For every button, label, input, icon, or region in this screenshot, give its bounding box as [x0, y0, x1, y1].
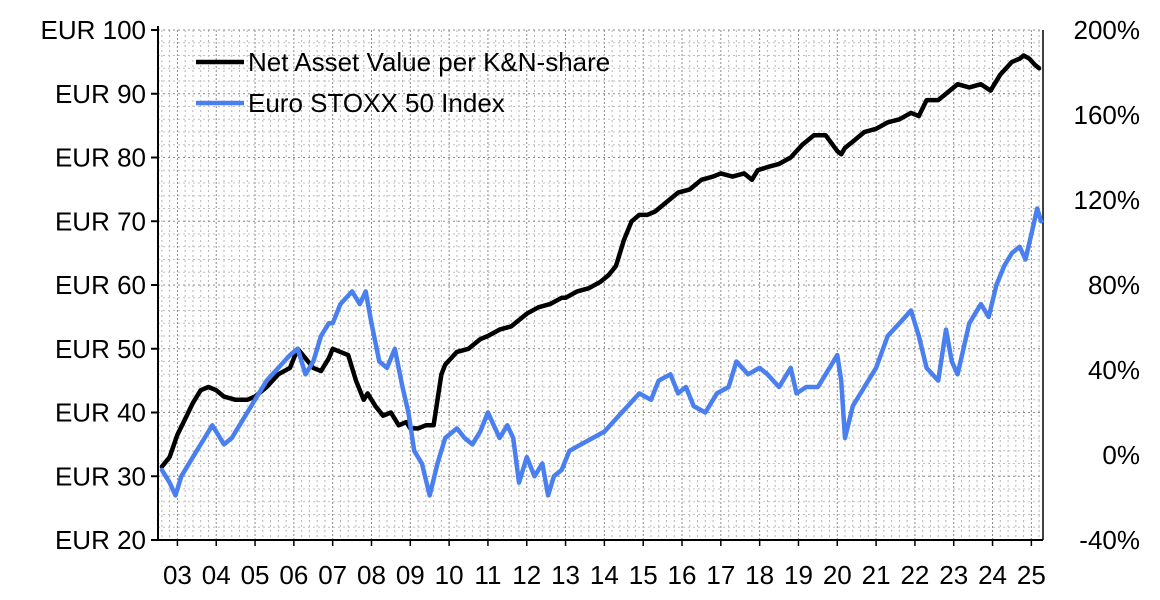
right-axis-tick-label: 40% [1088, 355, 1140, 385]
x-axis-tick-label: 13 [551, 560, 580, 590]
x-axis-tick-label: 09 [396, 560, 425, 590]
x-axis-tick-label: 25 [1017, 560, 1046, 590]
left-axis-tick-label: EUR 30 [55, 461, 146, 491]
left-axis-tick-label: EUR 70 [55, 206, 146, 236]
right-axis-tick-label: 0% [1102, 440, 1140, 470]
x-axis-tick-label: 15 [629, 560, 658, 590]
x-axis-tick-label: 03 [163, 560, 192, 590]
series [159, 53, 1044, 498]
x-axis-tick-label: 10 [435, 560, 464, 590]
left-axis-tick-label: EUR 90 [55, 79, 146, 109]
legend: Net Asset Value per K&N-share Euro STOXX … [196, 47, 610, 118]
x-axis-tick-label: 23 [939, 560, 968, 590]
x-axis-tick-label: 04 [202, 560, 231, 590]
x-axis-tick-label: 20 [823, 560, 852, 590]
left-axis-tick-label: EUR 50 [55, 334, 146, 364]
x-axis-tick-label: 16 [668, 560, 697, 590]
legend-label: Euro STOXX 50 Index [248, 88, 505, 118]
legend-label: Net Asset Value per K&N-share [248, 47, 610, 77]
left-axis-tick-label: EUR 60 [55, 270, 146, 300]
left-axis-tick-label: EUR 80 [55, 143, 146, 173]
axes [151, 26, 1044, 546]
series-line-nav [159, 53, 1042, 469]
x-axis-tick-label: 22 [900, 560, 929, 590]
series-line-eurostoxx [159, 206, 1044, 498]
right-axis-tick-label: 120% [1074, 185, 1141, 215]
x-axis-tick-label: 11 [474, 560, 501, 590]
x-axis-tick-label: 07 [318, 560, 347, 590]
right-axis-tick-label: 80% [1088, 270, 1140, 300]
x-axis-tick-label: 12 [512, 560, 541, 590]
left-axis-labels: EUR 20 EUR 30 EUR 40 EUR 50 EUR 60 EUR 70 EUR … [41, 15, 147, 555]
x-axis-labels: 03 04 05 06 07 08 09 10 11 12 13 14 15 16 17 18 19 20 21 22… [163, 560, 1046, 590]
x-axis-tick-label: 17 [706, 560, 735, 590]
grid [158, 29, 1043, 541]
right-axis-tick-label: -40% [1079, 525, 1140, 555]
x-axis-tick-label: 24 [978, 560, 1007, 590]
x-axis-tick-label: 19 [784, 560, 813, 590]
right-axis-labels: -40% 0% 40% 80% 120% 160% 200% [1074, 15, 1141, 555]
left-axis-tick-label: EUR 100 [41, 15, 147, 45]
x-axis-tick-label: 21 [862, 560, 891, 590]
x-axis-tick-label: 08 [357, 560, 386, 590]
right-axis-tick-label: 200% [1074, 15, 1141, 45]
x-axis-tick-label: 06 [279, 560, 308, 590]
left-axis-tick-label: EUR 20 [55, 525, 146, 555]
x-axis-tick-label: 05 [241, 560, 270, 590]
right-axis-tick-label: 160% [1074, 100, 1141, 130]
left-axis-tick-label: EUR 40 [55, 398, 146, 428]
x-axis-tick-label: 18 [745, 560, 774, 590]
x-axis-tick-label: 14 [590, 560, 619, 590]
